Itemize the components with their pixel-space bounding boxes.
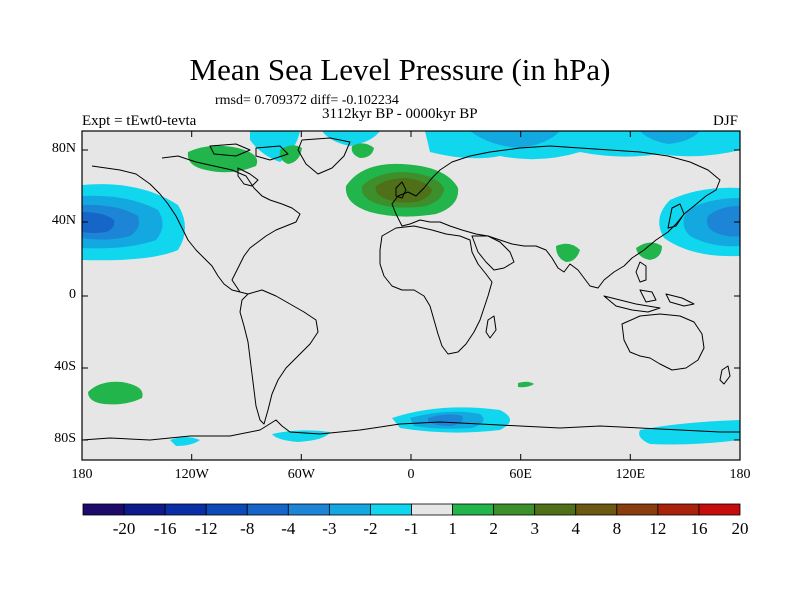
colorbar-label: -3 <box>322 519 337 538</box>
colorbar-label: -2 <box>363 519 378 538</box>
colorbar-swatch <box>328 503 371 516</box>
anomaly-canada-high <box>187 145 258 173</box>
colorbar-swatch <box>657 503 700 516</box>
coastlines <box>81 137 740 441</box>
colorbar-label: -1 <box>404 519 419 538</box>
colorbar-swatch <box>534 503 577 516</box>
experiment-label: Expt = tEwt0-tevta <box>82 113 197 129</box>
colorbar-swatch <box>246 503 289 516</box>
coast-greenland <box>297 137 351 175</box>
anomaly-safrica-high <box>518 381 534 388</box>
colorbar-label: 4 <box>571 519 581 538</box>
colorbar-swatch <box>575 503 618 516</box>
coast-south-america <box>239 289 319 425</box>
colorbar-label: -12 <box>194 519 218 538</box>
season-label: DJF <box>713 113 739 129</box>
map-body <box>81 130 741 461</box>
anomaly-arctic-band <box>470 131 560 148</box>
latitude-ticks <box>82 149 740 441</box>
anomaly-wpacific-high <box>636 242 662 260</box>
colorbar-swatch <box>452 503 495 516</box>
anomaly-canada-high <box>279 145 302 164</box>
coast-north-america <box>91 155 301 295</box>
lat-tick-label: 40S <box>54 359 76 374</box>
anomaly-n-pacific-east <box>706 206 740 237</box>
stats-label: rmsd= 0.709372 diff= -0.102234 <box>215 93 399 108</box>
colorbar-label: 20 <box>731 519 749 538</box>
anomaly-southern-ocean <box>639 420 740 445</box>
coast-eurasia <box>391 145 721 289</box>
colorbar-swatch <box>164 503 207 516</box>
anomaly-india-high <box>556 243 580 262</box>
colorbar-label: -20 <box>112 519 136 538</box>
coast-new-zealand <box>719 365 731 385</box>
coast-arctic-islands <box>209 143 289 161</box>
colorbar-label: -16 <box>153 519 177 538</box>
lon-tick-label: 180 <box>729 467 751 482</box>
coast-africa <box>379 225 493 355</box>
coast-australia <box>621 313 705 371</box>
anomaly-southern-ocean <box>170 437 200 446</box>
colorbar-swatch <box>698 503 741 516</box>
anomaly-s-pacific-high <box>88 381 143 405</box>
colorbar-swatch <box>205 503 248 516</box>
anomaly-europe-high <box>375 178 432 203</box>
colorbar-label: 1 <box>448 519 457 538</box>
colorbar-label: 3 <box>530 519 539 538</box>
lat-tick-label: 0 <box>69 287 76 302</box>
colorbar-label: 8 <box>612 519 622 538</box>
colorbar-swatch <box>123 503 166 516</box>
lat-tick-label: 80N <box>51 141 76 156</box>
coast-madagascar <box>485 315 497 339</box>
anomaly-arctic-band <box>640 131 700 144</box>
lon-tick-label: 180 <box>71 467 93 482</box>
coast-british-isles <box>395 181 407 199</box>
coast-arabia <box>471 235 515 271</box>
period-label: 3112kyr BP - 0000kyr BP <box>322 106 478 122</box>
anomaly-fields <box>82 131 740 446</box>
longitude-ticks <box>81 131 741 460</box>
colorbar-swatch <box>370 503 412 516</box>
coast-hudson-bay <box>237 167 259 187</box>
coast-japan <box>667 203 685 229</box>
anomaly-n-pacific-west <box>82 212 115 233</box>
chart-title: Mean Sea Level Pressure (in hPa) <box>189 52 611 87</box>
coast-antarctica <box>81 419 740 441</box>
anomaly-canada-high <box>351 143 374 158</box>
lon-tick-label: 120E <box>615 467 646 482</box>
colorbar-swatch <box>411 503 453 516</box>
colorbar-label: -8 <box>240 519 255 538</box>
colorbar-swatch <box>287 503 330 516</box>
colorbar-swatch <box>616 503 659 516</box>
lon-tick-label: 60E <box>509 467 532 482</box>
colorbar-label: 2 <box>489 519 498 538</box>
coast-indonesia <box>603 289 695 313</box>
lat-tick-label: 40N <box>51 213 76 228</box>
anomaly-arctic-band <box>322 131 380 146</box>
lon-tick-label: 60W <box>287 467 315 482</box>
coast-philippines <box>635 261 647 283</box>
colorbar-label: -4 <box>281 519 296 538</box>
lon-tick-label: 120W <box>174 467 209 482</box>
colorbar-label: 16 <box>690 519 708 538</box>
lat-tick-label: 80S <box>54 431 76 446</box>
colorbar-label: 12 <box>649 519 667 538</box>
colorbar <box>82 503 741 516</box>
colorbar-swatch <box>82 503 125 516</box>
lon-tick-label: 0 <box>407 467 415 482</box>
colorbar-swatch <box>493 503 536 516</box>
